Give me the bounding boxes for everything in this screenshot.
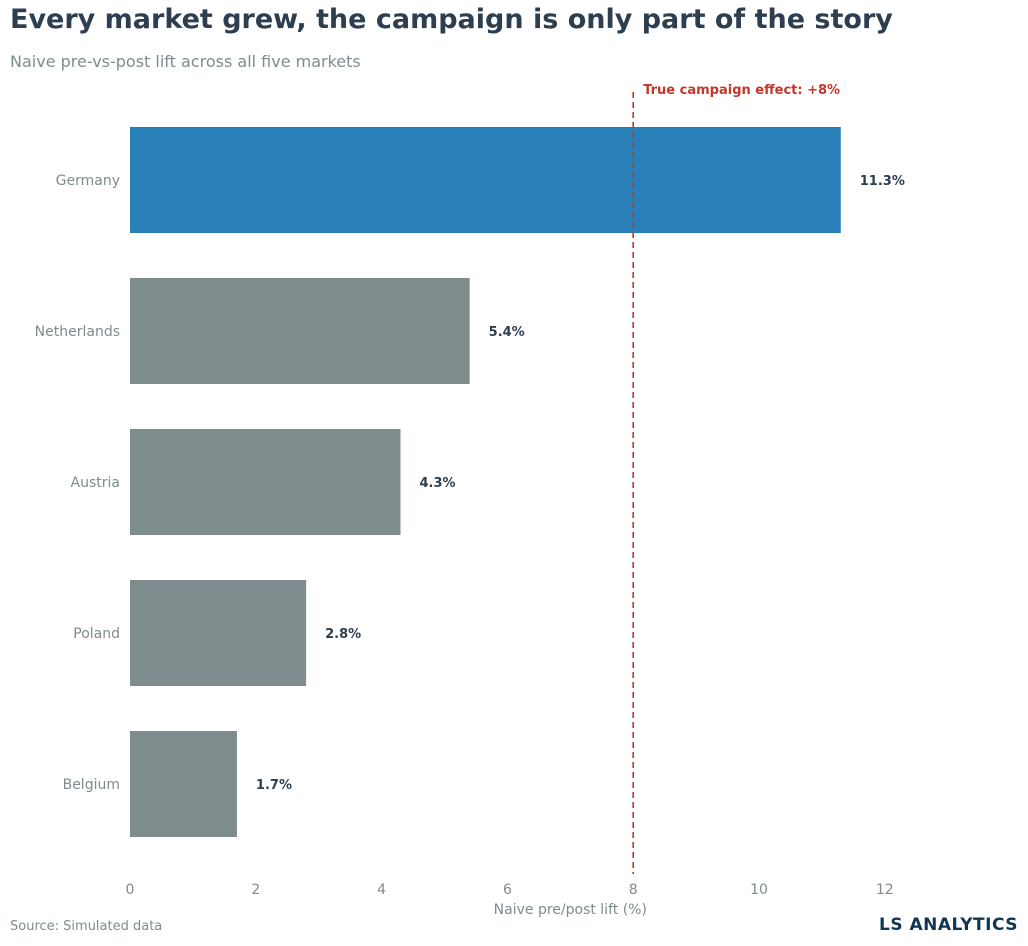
bar-austria [130,429,401,535]
bar-netherlands [130,278,470,384]
source-note: Source: Simulated data [10,919,163,934]
x-tick-label: 8 [629,882,638,898]
bar-germany [130,127,841,233]
chart-title: Every market grew, the campaign is only … [10,4,893,35]
data-label: 2.8% [325,627,361,642]
brand-logo: LS ANALYTICS [879,915,1018,935]
x-tick-label: 4 [377,882,386,898]
chart-subtitle: Naive pre-vs-post lift across all five m… [10,52,361,71]
x-tick-label: 6 [503,882,512,898]
x-axis-label: Naive pre/post lift (%) [494,902,647,918]
data-label: 5.4% [489,325,525,340]
category-label: Germany [56,173,120,189]
bar-belgium [130,731,237,837]
x-tick-label: 2 [251,882,260,898]
data-label: 11.3% [860,174,905,189]
x-tick-label: 12 [876,882,894,898]
bar-poland [130,580,307,686]
data-label: 1.7% [256,778,292,793]
reference-line-label: True campaign effect: +8% [643,83,840,98]
category-label: Austria [71,475,120,491]
category-label: Poland [73,626,120,642]
x-tick-label: 10 [750,882,768,898]
x-tick-label: 0 [126,882,135,898]
category-label: Belgium [63,777,120,793]
category-label: Netherlands [35,324,120,340]
data-label: 4.3% [419,476,455,491]
